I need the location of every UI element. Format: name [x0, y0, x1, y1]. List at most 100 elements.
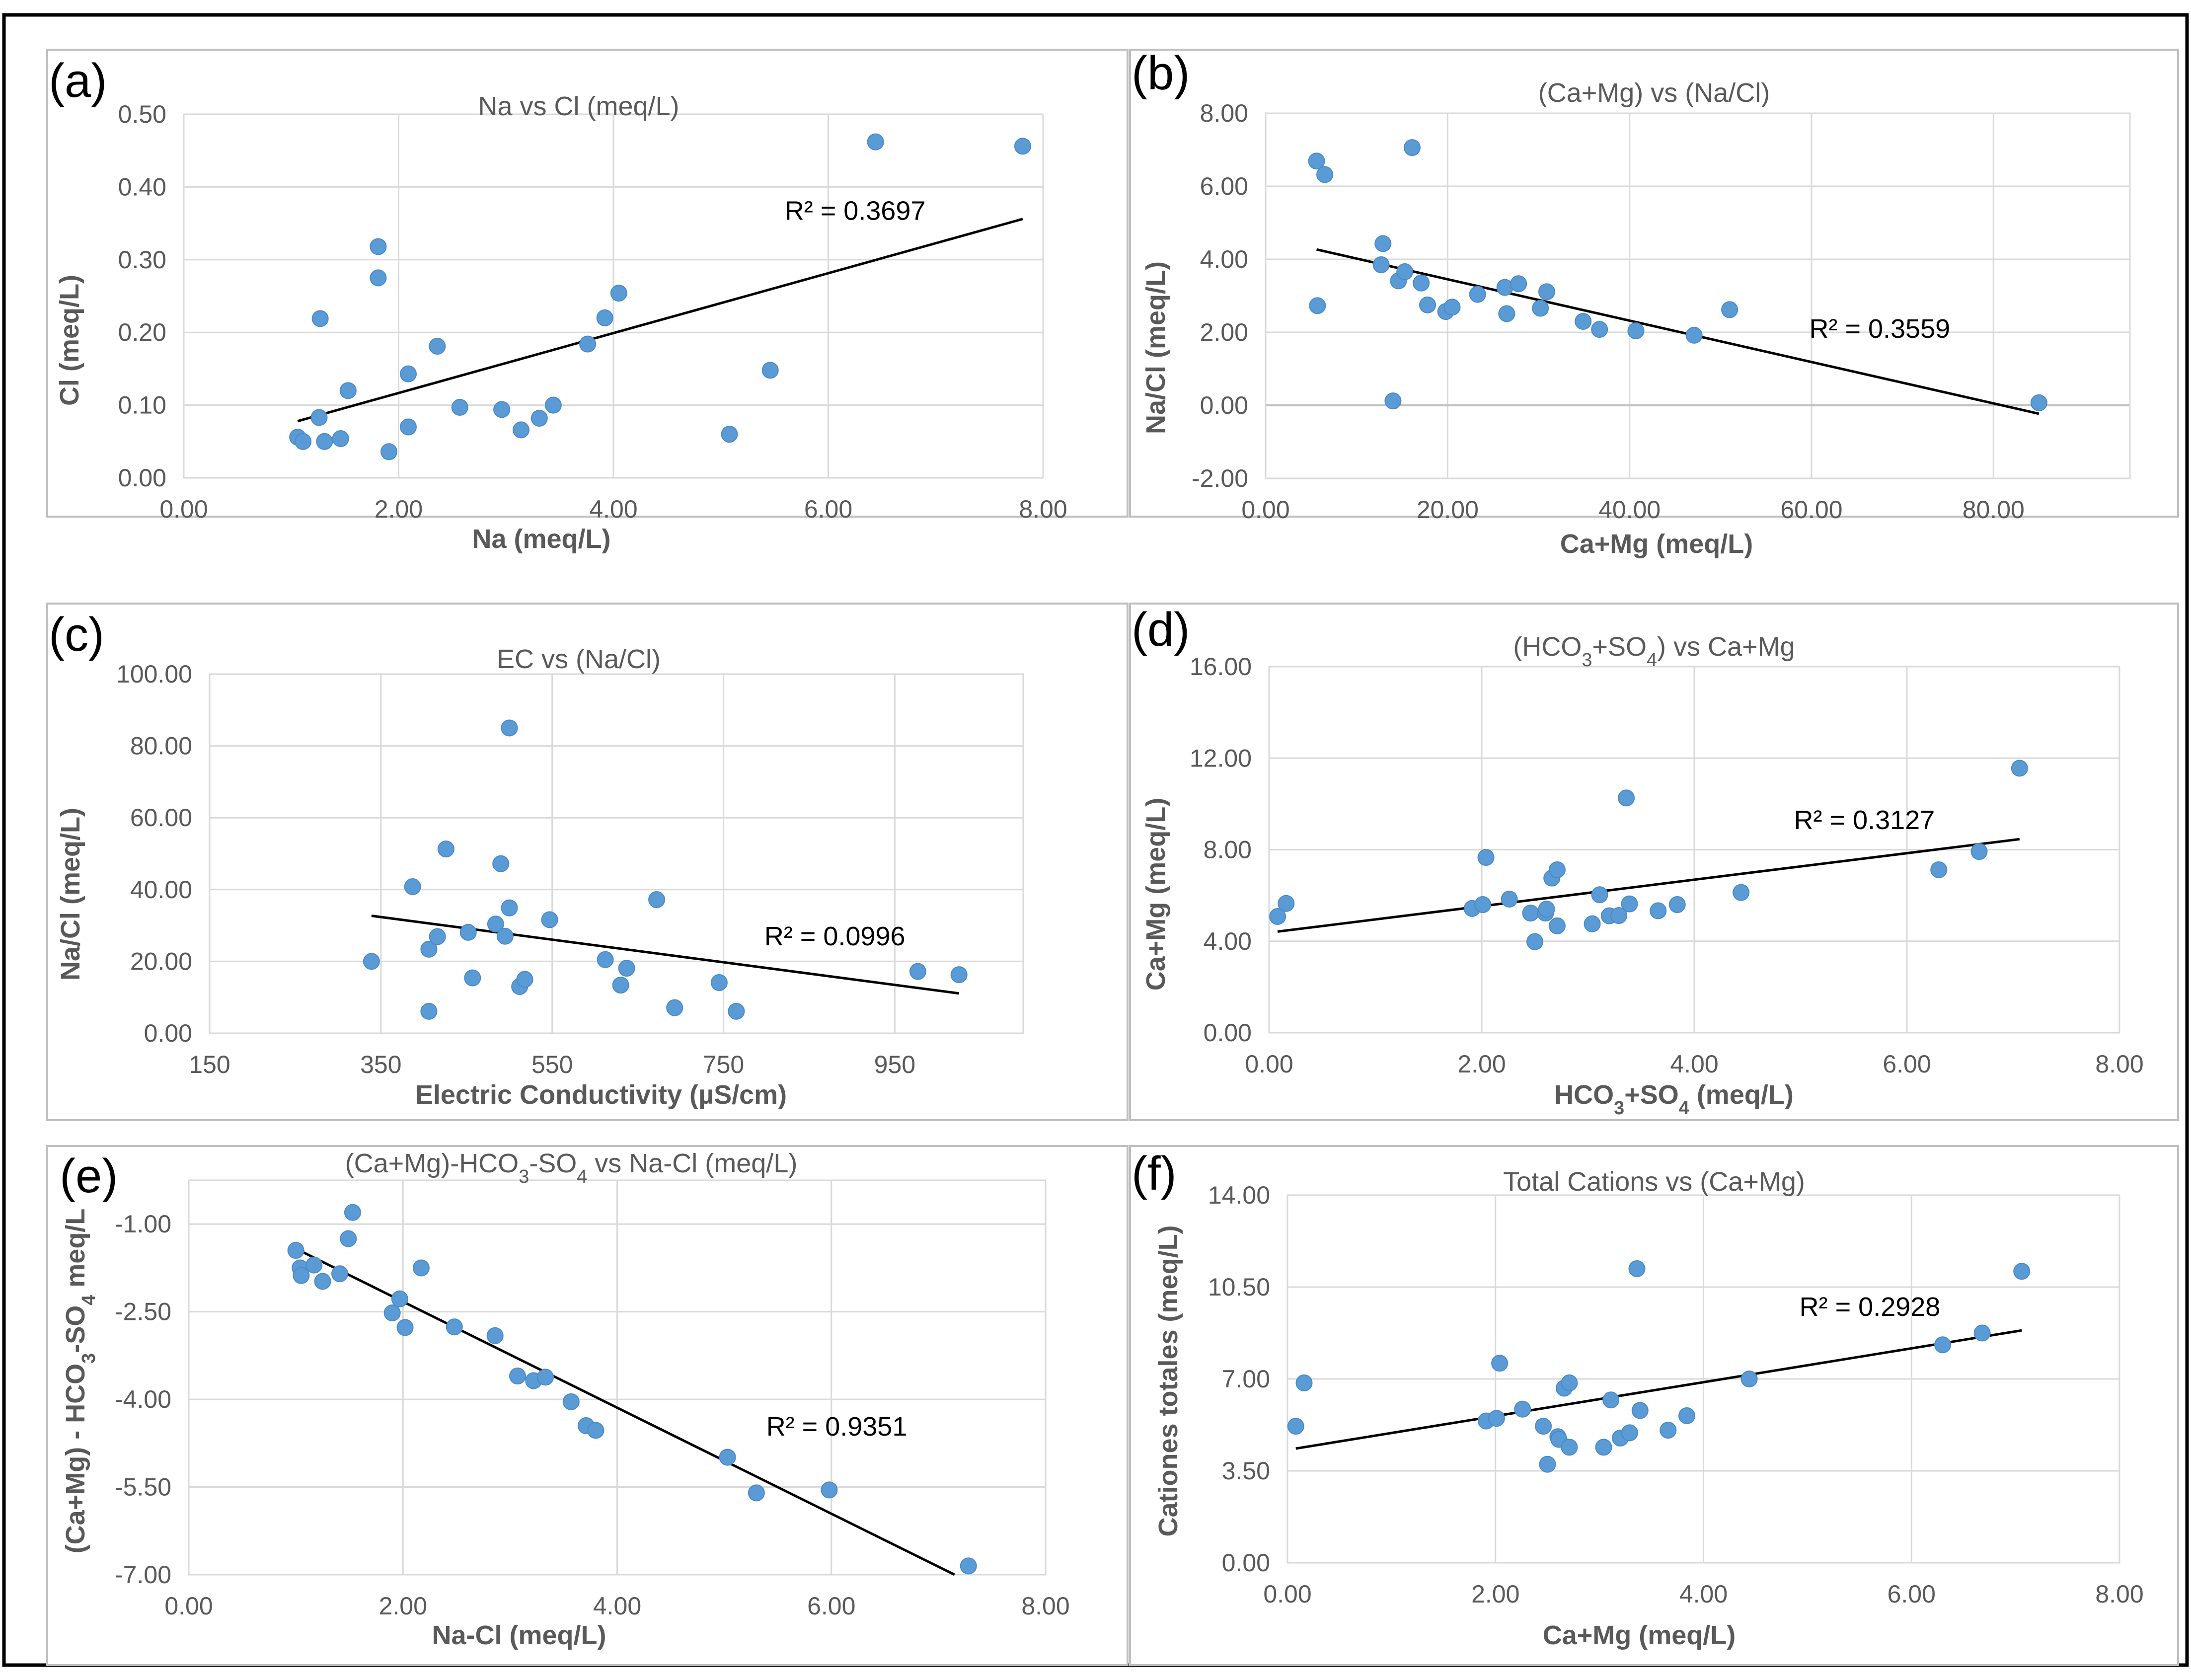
data-point	[1477, 849, 1495, 866]
y-tick-label: 12.00	[1190, 744, 1252, 772]
r-squared-label: R² = 0.3127	[1794, 805, 1935, 835]
y-tick-label: -1.00	[115, 1210, 171, 1238]
y-tick-label: 0.00	[1222, 1549, 1270, 1577]
x-tick-label: 4.00	[589, 495, 637, 523]
data-point	[2011, 760, 2028, 777]
data-point	[530, 409, 548, 427]
x-tick-label: 4.00	[1670, 1050, 1718, 1078]
data-point	[579, 335, 597, 353]
data-point	[1308, 153, 1325, 170]
chart-panel-b: 0.00 20.00 40.00 60.00 80.00 -2.00 0.00 2.00 4.0…	[1129, 47, 2179, 559]
data-point	[710, 974, 728, 992]
data-point	[420, 940, 438, 958]
panel-border	[1129, 603, 2179, 1121]
data-point	[446, 1318, 463, 1336]
data-point	[287, 1242, 304, 1259]
data-point	[1287, 1418, 1304, 1435]
data-point	[1278, 895, 1295, 912]
data-point	[1970, 843, 1988, 860]
data-point	[587, 1422, 604, 1439]
panel-letter: (b)	[1132, 47, 1190, 100]
data-point	[1650, 902, 1667, 919]
x-axis-label: HCO3+SO4 (meq/L)	[1554, 1080, 1794, 1119]
panel-letter: (e)	[60, 1149, 118, 1203]
y-tick-label: 8.00	[1204, 836, 1252, 864]
data-point	[1610, 907, 1628, 924]
data-point	[399, 418, 417, 436]
x-tick-label: 6.00	[804, 495, 852, 523]
data-point	[412, 1259, 430, 1277]
data-point	[305, 1256, 323, 1274]
data-point	[340, 1230, 357, 1247]
data-point	[295, 433, 312, 450]
trendline	[297, 218, 1023, 423]
x-tick-label: 60.00	[1780, 496, 1842, 524]
data-point	[363, 953, 380, 970]
data-point	[610, 285, 627, 302]
data-point	[1419, 296, 1436, 313]
y-tick-label: 8.00	[1200, 99, 1248, 127]
data-point	[541, 911, 558, 928]
data-point	[1591, 886, 1608, 904]
y-tick-label: 0.40	[118, 173, 166, 201]
y-axis-label: Cl (meq/L)	[55, 275, 84, 406]
x-axis-label: Ca+Mg (meq/L)	[1543, 1620, 1736, 1650]
y-tick-label: 0.50	[118, 100, 166, 128]
data-point	[1510, 275, 1527, 293]
x-tick-label: 20.00	[1417, 496, 1479, 524]
data-point	[314, 1273, 331, 1290]
data-point	[1621, 1424, 1638, 1442]
data-point	[370, 238, 387, 255]
y-tick-label: -5.50	[115, 1473, 171, 1501]
y-tick-label: 14.00	[1208, 1181, 1270, 1209]
data-point	[1522, 905, 1539, 922]
plot-area	[188, 1179, 1047, 1576]
x-tick-label: 8.00	[1021, 1592, 1069, 1620]
data-point	[311, 310, 329, 327]
data-point	[1548, 861, 1566, 879]
x-tick-label: 0.00	[1263, 1580, 1311, 1608]
y-tick-label: 6.00	[1200, 172, 1248, 200]
data-point	[1532, 300, 1549, 317]
x-axis-label: Na (meq/L)	[472, 524, 610, 554]
x-tick-label: 0.00	[1241, 496, 1289, 524]
data-point	[1488, 1410, 1505, 1427]
chart-title: Na vs Cl (meq/L)	[478, 91, 679, 121]
y-tick-label: 100.00	[116, 660, 192, 688]
data-point	[1934, 1336, 1952, 1354]
data-point	[1561, 1439, 1578, 1456]
data-point	[618, 960, 635, 977]
data-point	[1973, 1324, 1991, 1342]
chart-title: (Ca+Mg) vs (Na/Cl)	[1538, 78, 1770, 108]
data-point	[544, 396, 562, 414]
x-tick-label: 0.00	[159, 495, 208, 523]
x-axis-label: Ca+Mg (meq/L)	[1560, 529, 1753, 559]
panel-letter: (a)	[49, 54, 107, 107]
data-point	[721, 426, 738, 443]
panel-border	[46, 603, 1129, 1121]
data-point	[1595, 1439, 1612, 1456]
data-point	[1930, 861, 1948, 879]
r-squared-label: R² = 0.2928	[1800, 1292, 1941, 1322]
data-point	[596, 309, 613, 326]
chart-panel-a: 0.00 2.00 4.00 6.00 8.00 0.00 0.10 0.20 0.30 0.40…	[46, 49, 1129, 554]
data-point	[1733, 884, 1750, 901]
x-axis-label: Na-Cl (meq/L)	[432, 1620, 606, 1650]
y-tick-label: 0.30	[118, 246, 166, 274]
y-tick-label: 0.00	[118, 464, 166, 492]
y-tick-label: 2.00	[1200, 318, 1248, 346]
x-tick-label: 2.00	[379, 1592, 427, 1620]
data-point	[1269, 908, 1286, 925]
data-point	[380, 443, 398, 460]
y-tick-label: 60.00	[130, 804, 192, 832]
y-tick-label: -7.00	[115, 1561, 171, 1589]
data-point	[1295, 1374, 1313, 1391]
data-point	[950, 966, 968, 984]
data-point	[1469, 286, 1486, 303]
data-point	[728, 1002, 745, 1020]
data-point	[492, 855, 510, 872]
chart-title: (Ca+Mg)-HCO3-SO4 vs Na-Cl (meq/L)	[345, 1148, 798, 1187]
data-point	[1591, 321, 1608, 338]
data-point	[501, 719, 518, 737]
data-point	[1372, 256, 1390, 274]
